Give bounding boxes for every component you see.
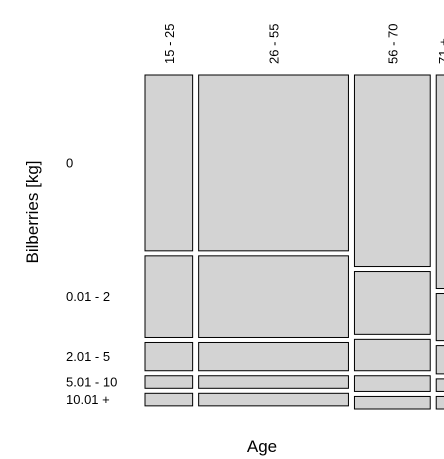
tile-71-10-01 [435,395,444,410]
x-tick-15-25: 15 - 25 [162,24,177,64]
tile-71-0 [435,74,444,290]
tile-15-25-0-01-2 [144,255,194,338]
tile-56-70-0-01-2 [353,271,431,335]
tile-56-70-5-01-10 [353,375,431,392]
tile-71-2-01-5 [435,345,444,375]
tile-71-5-01-10 [435,378,444,392]
tile-15-25-2-01-5 [144,341,194,372]
tiles-group [144,74,444,410]
tile-26-55-10-01 [198,392,349,407]
tile-15-25-0 [144,74,194,252]
x-tick-labels: 15 - 25 26 - 55 56 - 70 71 + [162,24,444,64]
x-axis-label: Age [247,437,277,456]
x-tick-71: 71 + [436,38,444,64]
tile-26-55-5-01-10 [198,375,349,389]
x-tick-26-55: 26 - 55 [267,24,282,64]
y-axis-label: Bilberries [kg] [23,161,42,264]
tile-56-70-10-01 [353,395,431,410]
y-tick-10-01: 10.01 + [66,392,110,407]
tile-15-25-10-01 [144,392,194,407]
tile-56-70-0 [353,74,431,268]
tile-26-55-0 [198,74,349,252]
tile-56-70-2-01-5 [353,338,431,372]
tile-71-0-01-2 [435,293,444,342]
x-tick-56-70: 56 - 70 [385,24,400,64]
y-tick-2-01-5: 2.01 - 5 [66,349,110,364]
tile-15-25-5-01-10 [144,375,194,389]
tile-26-55-0-01-2 [198,255,349,338]
y-tick-0-01-2: 0.01 - 2 [66,289,110,304]
tile-26-55-2-01-5 [198,341,349,372]
y-tick-5-01-10: 5.01 - 10 [66,375,117,390]
y-tick-0: 0 [66,155,73,170]
y-tick-labels: 0 0.01 - 2 2.01 - 5 5.01 - 10 10.01 + [66,155,117,407]
